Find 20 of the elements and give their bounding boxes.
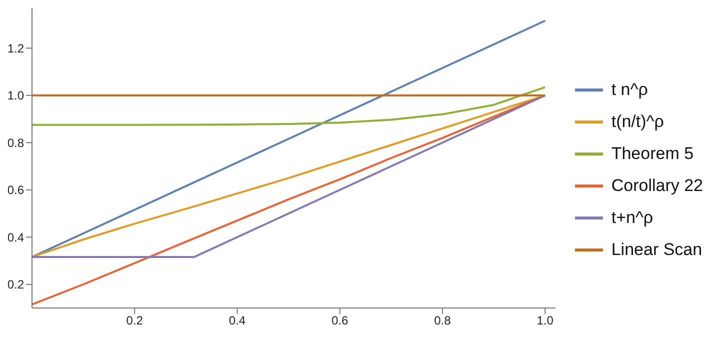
line-series bbox=[32, 86, 546, 126]
x-tick-label: 0.2 bbox=[126, 314, 144, 328]
legend-label: t(n/t)^ρ bbox=[611, 112, 664, 132]
legend-label: t n^ρ bbox=[611, 80, 648, 100]
y-tick-label: 0.4 bbox=[7, 230, 24, 244]
y-tick-label: 0.8 bbox=[7, 136, 24, 150]
y-tick-label: 1.2 bbox=[7, 41, 24, 56]
x-tick-label: 0.6 bbox=[332, 314, 349, 328]
y-tick-label: 1.0 bbox=[7, 88, 24, 103]
line-series bbox=[32, 20, 546, 258]
x-tick-label: 1.0 bbox=[536, 314, 554, 328]
y-tick-label: 0.6 bbox=[7, 183, 24, 198]
x-tick-label: 0.4 bbox=[228, 314, 246, 328]
legend-label: Corollary 22 bbox=[611, 176, 703, 196]
line-series bbox=[32, 94, 546, 258]
legend-label: Linear Scan bbox=[611, 240, 702, 260]
x-tick-label: 0.8 bbox=[434, 314, 452, 328]
legend-label: Theorem 5 bbox=[611, 144, 694, 164]
y-tick-label: 0.2 bbox=[7, 278, 24, 292]
legend-label: t+n^ρ bbox=[611, 208, 654, 228]
